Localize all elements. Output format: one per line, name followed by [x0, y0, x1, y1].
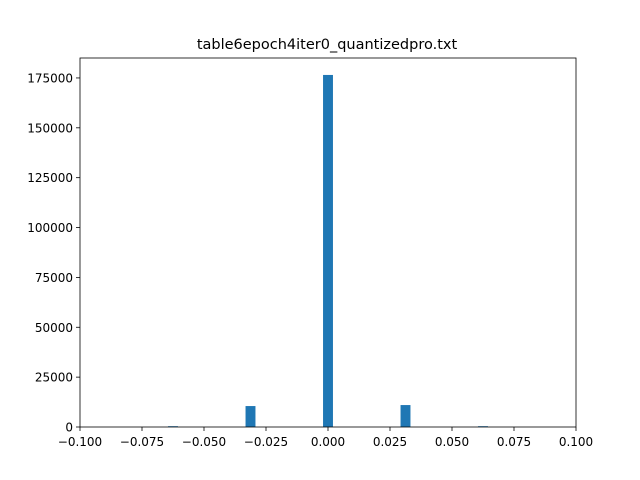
x-tick-label: 0.050 — [435, 435, 469, 449]
y-tick-label: 0 — [65, 421, 73, 435]
histogram-bar-1 — [245, 406, 256, 427]
y-axis: 0 25000 50000 75000 100000 125000 150000 175000 — [27, 71, 80, 435]
y-tick-label: 75000 — [35, 271, 73, 285]
x-tick-label: 0.000 — [311, 435, 345, 449]
plot-frame — [79, 57, 577, 428]
y-tick-label: 175000 — [27, 71, 73, 85]
x-tick-label: −0.050 — [182, 435, 226, 449]
x-tick-label: 0.100 — [559, 435, 593, 449]
y-tick-label: 125000 — [27, 171, 73, 185]
x-tick-label: −0.075 — [120, 435, 164, 449]
y-tick-label: 150000 — [27, 121, 73, 135]
histogram-bar-3 — [400, 405, 411, 427]
y-tick-label: 100000 — [27, 221, 73, 235]
x-tick-label: 0.075 — [497, 435, 531, 449]
x-tick-label: 0.025 — [373, 435, 407, 449]
x-tick-label: −0.100 — [58, 435, 102, 449]
x-tick-label: −0.025 — [244, 435, 288, 449]
y-tick-label: 25000 — [35, 371, 73, 385]
chart-title: table6epoch4iter0_quantizedpro.txt — [197, 37, 458, 53]
histogram-bar-2 — [323, 74, 333, 428]
x-axis: −0.100 −0.075 −0.050 −0.025 0.000 0.025 0.050 0… — [58, 427, 593, 449]
y-tick-label: 50000 — [35, 321, 73, 335]
